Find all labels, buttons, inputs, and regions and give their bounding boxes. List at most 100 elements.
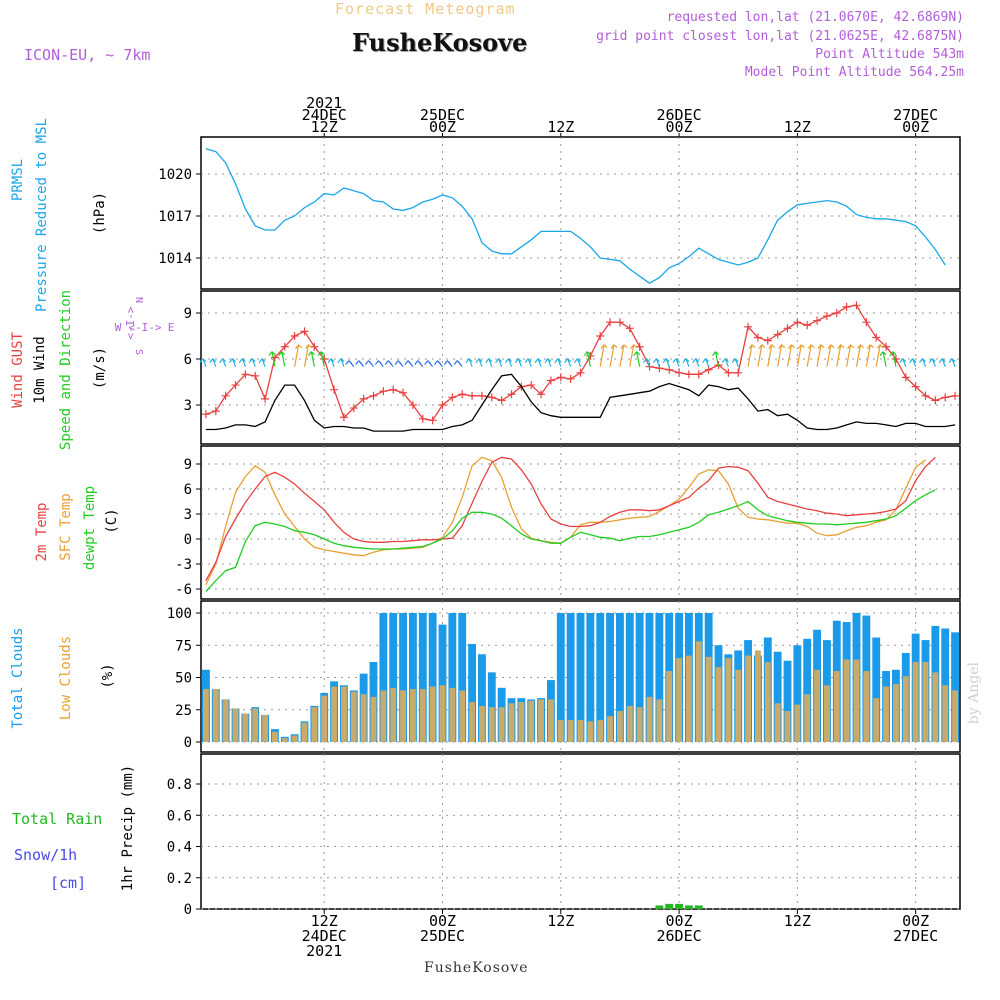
low-clouds-bar xyxy=(459,690,466,742)
low-clouds-bar xyxy=(301,722,308,742)
wind-direction-arrow xyxy=(938,358,946,367)
total-clouds-bar xyxy=(773,651,782,742)
gust-point-marker xyxy=(389,385,398,394)
low-clouds-bar xyxy=(370,696,377,742)
ytick-label-wind: 6 xyxy=(184,352,192,368)
low-clouds-bar xyxy=(922,662,929,742)
low-clouds-bar xyxy=(942,685,949,742)
label-prmsl: PRMSL xyxy=(10,159,26,201)
low-clouds-bar xyxy=(804,694,811,742)
wind-direction-arrow xyxy=(414,360,424,368)
top-time-label: 12Z xyxy=(547,118,574,136)
ytick-label-clouds: 50 xyxy=(175,671,192,687)
rain-bar xyxy=(655,905,664,909)
wind-direction-arrow xyxy=(712,351,720,367)
label-total-clouds: Total Clouds xyxy=(10,627,26,728)
wind-direction-arrow xyxy=(806,344,815,367)
wind-direction-arrow xyxy=(485,358,493,367)
gust-point-marker xyxy=(537,390,546,399)
low-clouds-bar xyxy=(824,685,830,742)
gust-point-marker xyxy=(813,316,822,325)
gust-point-marker xyxy=(872,333,881,342)
low-clouds-bar xyxy=(764,662,771,742)
wind-direction-arrow xyxy=(619,344,628,367)
low-clouds-bar xyxy=(695,641,702,742)
wind-direction-arrow xyxy=(365,360,374,368)
wind-direction-arrow xyxy=(731,358,739,367)
low-clouds-bar xyxy=(814,669,820,742)
low-clouds-bar xyxy=(725,658,732,742)
gust-point-marker xyxy=(418,414,427,423)
top-time-label: 26DEC xyxy=(656,106,701,124)
total-clouds-bar xyxy=(468,643,476,742)
grid-lines xyxy=(201,137,960,910)
wind-direction-arrow xyxy=(836,344,845,367)
bottom-time-label: 00Z xyxy=(902,912,929,930)
low-clouds-bar xyxy=(419,689,426,742)
gust-point-marker xyxy=(399,388,408,397)
bottom-time-label: 25DEC xyxy=(420,927,465,945)
wind-direction-arrow xyxy=(662,358,670,367)
low-clouds-bar xyxy=(518,702,525,742)
ytick-label-pressure: 1020 xyxy=(158,167,192,183)
bottom-time-label: 00Z xyxy=(429,912,456,930)
footer-station-name: FusheKosove xyxy=(424,960,529,976)
wind-direction-arrow xyxy=(534,358,542,367)
wind-direction-arrow xyxy=(919,358,927,367)
gust-point-marker xyxy=(763,336,772,345)
low-clouds-bar xyxy=(636,707,643,742)
ytick-label-precip: 0.2 xyxy=(167,871,192,887)
ytick-label-temp: -6 xyxy=(175,582,192,598)
low-clouds-bar xyxy=(686,655,692,742)
rain-bar xyxy=(694,905,703,909)
gust-point-marker xyxy=(201,410,210,419)
low-clouds-bar xyxy=(784,711,791,742)
wind-direction-arrow xyxy=(268,351,276,367)
requested-point-text: requested lon,lat (21.0670E, 42.6869N) xyxy=(666,10,964,25)
gust-point-marker xyxy=(783,324,792,333)
gust-point-marker xyxy=(330,385,339,394)
gust-point-marker xyxy=(527,381,536,390)
gust-point-marker xyxy=(951,391,960,400)
top-time-label: 00Z xyxy=(666,118,693,136)
wind-direction-arrow xyxy=(757,344,766,367)
credit-watermark: by Angel xyxy=(966,662,982,725)
total-clouds-bar xyxy=(635,613,644,742)
wind-direction-arrow xyxy=(514,358,522,367)
label-2m-temp: 2m Temp xyxy=(34,502,50,561)
gust-point-marker xyxy=(339,413,348,422)
gust-point-marker xyxy=(576,368,585,377)
low-clouds-bar xyxy=(449,687,456,742)
wind-direction-arrow xyxy=(747,344,756,367)
low-clouds-bar xyxy=(528,700,535,742)
low-clouds-bar xyxy=(893,683,899,742)
wind-direction-arrow xyxy=(434,360,443,368)
total-clouds-bar xyxy=(566,613,575,742)
low-clouds-bar xyxy=(557,720,564,742)
low-clouds-bar xyxy=(587,721,594,742)
low-clouds-bar xyxy=(567,720,574,742)
gust-point-marker xyxy=(901,373,910,382)
low-clouds-bar xyxy=(272,731,278,742)
rain-bar xyxy=(675,903,683,909)
ytick-label-clouds: 25 xyxy=(175,703,192,719)
top-time-label: 12Z xyxy=(311,118,338,136)
low-clouds-bar xyxy=(439,685,446,742)
low-clouds-bar xyxy=(291,735,298,742)
wind-direction-arrow xyxy=(652,358,660,367)
gust-point-marker xyxy=(753,333,762,342)
wind-direction-arrow xyxy=(816,344,825,367)
wind-direction-arrow xyxy=(317,351,325,367)
gust-point-marker xyxy=(941,393,950,402)
dewpt-temp-line xyxy=(205,489,936,592)
low-clouds-bar xyxy=(745,655,751,742)
wind-direction-arrow xyxy=(826,344,835,367)
wind-direction-arrow xyxy=(544,358,552,367)
gust-point-marker xyxy=(566,374,575,383)
label-clouds-unit: (%) xyxy=(100,663,116,688)
wind-direction-arrow xyxy=(796,344,805,367)
ytick-label-temp: -3 xyxy=(175,557,192,573)
label-sfc-temp: SFC Temp xyxy=(58,493,74,560)
sfc-temp-line xyxy=(205,456,926,586)
